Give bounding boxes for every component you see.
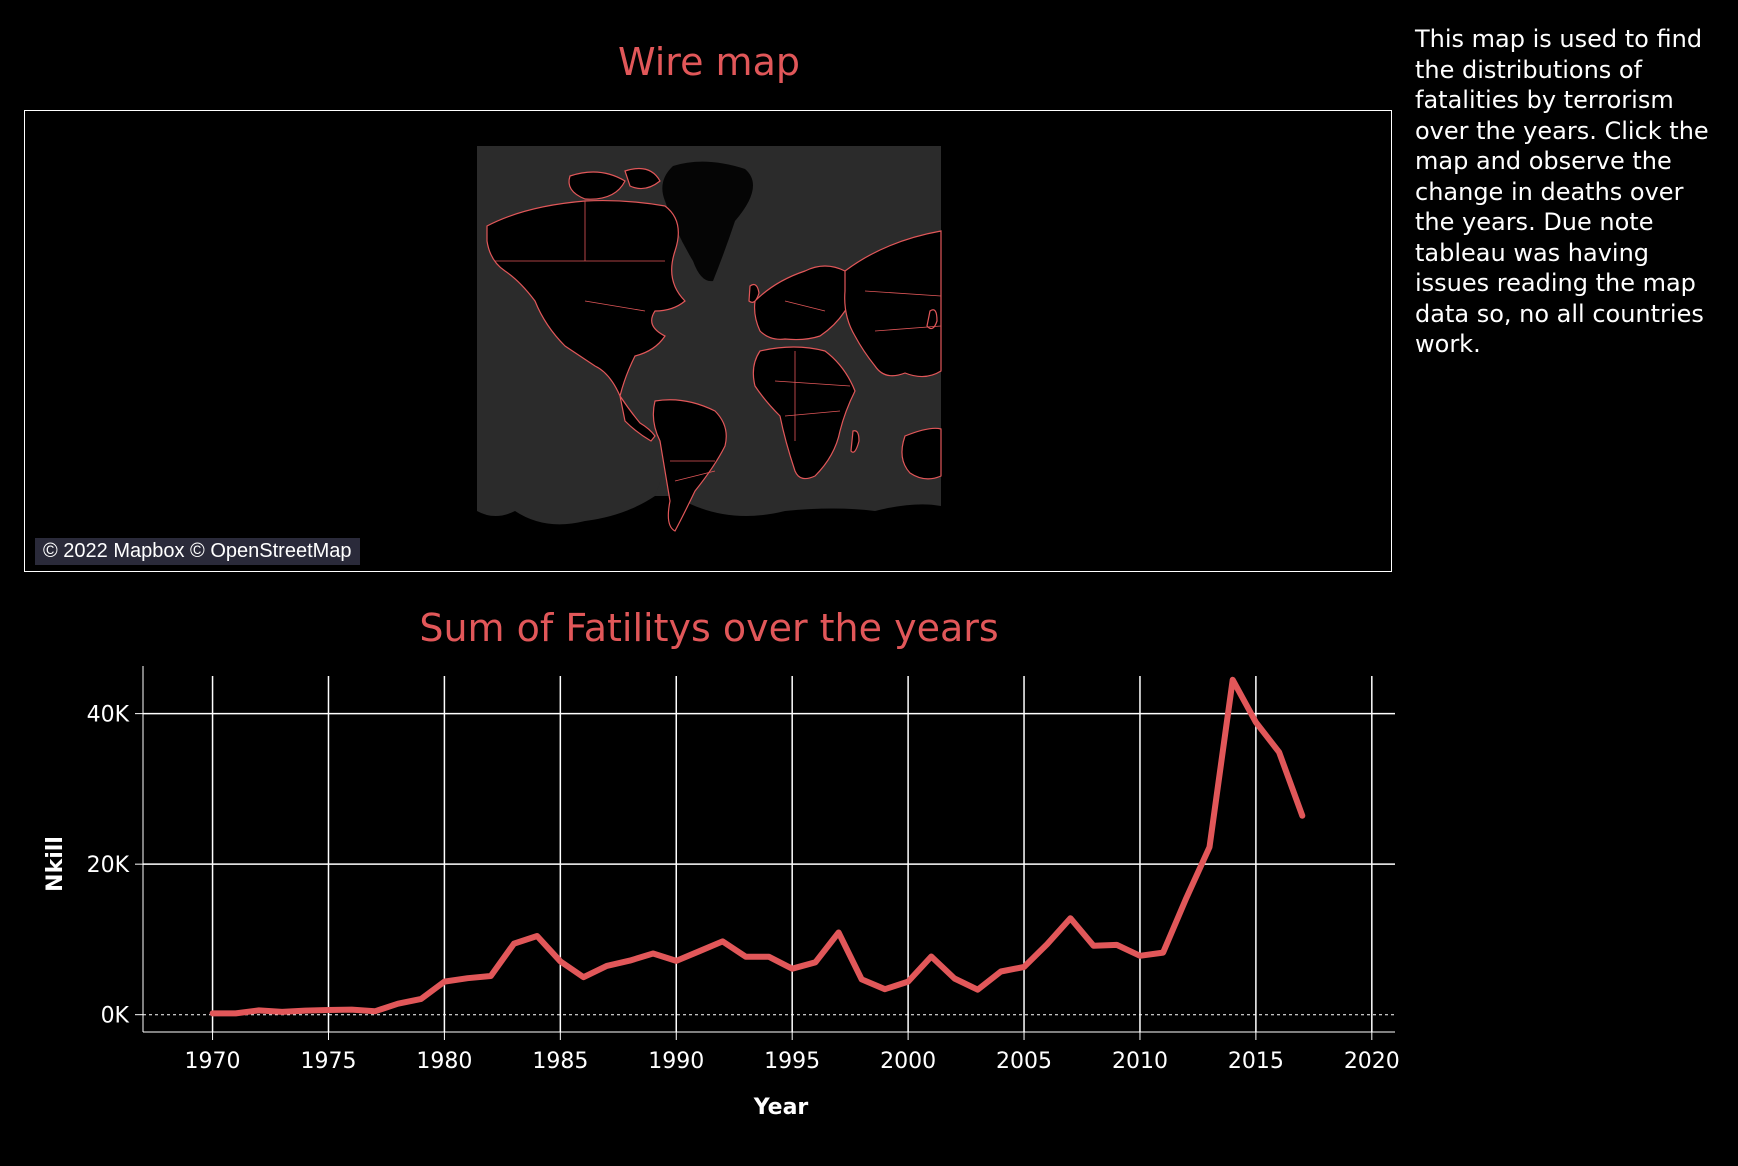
line-chart[interactable]: 1970 1975 1980 1985 1990 1995 2000 2005 2010 2015… [0, 660, 1738, 1140]
x-tick-label: 1990 [648, 1049, 704, 1074]
arctic-islands-shape [568, 171, 626, 200]
x-tick-label: 1985 [532, 1049, 588, 1074]
x-tick-label: 2015 [1228, 1049, 1284, 1074]
landmasses [486, 161, 942, 532]
uk-shape [748, 283, 760, 303]
x-axis-label: Year [753, 1095, 809, 1120]
north-america-shape [486, 199, 686, 398]
x-tick-label: 2020 [1344, 1049, 1400, 1074]
europe-shape [753, 265, 851, 341]
x-tick-label: 1970 [185, 1049, 241, 1074]
description-text: This map is used to find the distributio… [1415, 25, 1709, 358]
africa-shape [752, 346, 856, 480]
x-tick-label: 2000 [880, 1049, 936, 1074]
asia-shape [844, 230, 942, 378]
wire-map[interactable]: © 2022 Mapbox © OpenStreetMap [24, 110, 1392, 572]
central-america-shape [619, 395, 656, 442]
country-borders [495, 201, 942, 482]
y-tick-label: 0K [101, 1004, 130, 1029]
antarctica-shape [477, 441, 941, 525]
x-tick-label: 2010 [1112, 1049, 1168, 1074]
south-america-shape [652, 399, 727, 532]
greenland-shape [662, 161, 753, 282]
world-map[interactable] [25, 111, 1391, 571]
japan-shape [926, 309, 938, 330]
x-tick-label: 2005 [996, 1049, 1052, 1074]
y-axis-label: Nkill [43, 836, 68, 892]
x-tick-label: 1980 [416, 1049, 472, 1074]
x-tick-label: 1995 [764, 1049, 820, 1074]
madagascar-shape [850, 430, 860, 453]
map-credit[interactable]: © 2022 Mapbox © OpenStreetMap [35, 538, 360, 565]
y-tick-label: 40K [87, 703, 130, 728]
map-title: Wire map [618, 40, 800, 84]
arctic-islands-shape-2 [624, 168, 661, 190]
x-tick-label: 1975 [300, 1049, 356, 1074]
chart-title: Sum of Fatilitys over the years [419, 606, 999, 650]
series-line [209, 676, 1306, 1017]
australia-shape [901, 427, 942, 480]
y-tick-label: 20K [87, 853, 130, 878]
